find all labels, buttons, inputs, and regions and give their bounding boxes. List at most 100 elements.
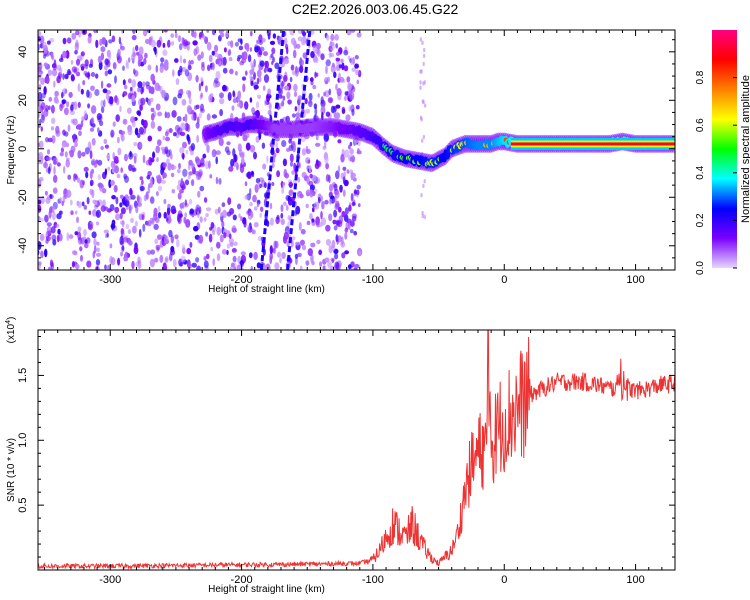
noise-speck	[281, 140, 287, 147]
colorbar-label: Normalized spectral amplitude	[740, 75, 750, 223]
noise-speck	[100, 80, 104, 89]
noise-speck	[419, 85, 422, 91]
noise-speck	[45, 76, 50, 84]
noise-speck	[170, 152, 173, 160]
noise-speck	[343, 179, 349, 187]
noise-speck	[206, 30, 210, 33]
noise-speck	[256, 69, 262, 78]
noise-speck	[71, 66, 77, 73]
noise-speck	[297, 95, 303, 101]
noise-speck	[222, 84, 227, 92]
noise-speck	[275, 141, 279, 150]
noise-speck	[310, 51, 315, 59]
noise-speck	[241, 52, 245, 61]
noise-speck	[346, 218, 352, 224]
noise-speck	[330, 33, 335, 42]
noise-speck	[120, 194, 124, 199]
noise-speck	[256, 77, 260, 85]
noise-speck	[278, 88, 283, 96]
noise-speck	[88, 63, 94, 68]
noise-speck	[231, 105, 235, 111]
noise-speck	[163, 198, 167, 205]
noise-speck	[80, 254, 83, 262]
noise-speck	[253, 222, 259, 228]
noise-speck	[305, 189, 311, 197]
noise-speck	[215, 70, 221, 80]
noise-speck	[137, 256, 141, 264]
noise-speck	[46, 156, 51, 161]
noise-speck	[130, 217, 134, 223]
noise-speck	[346, 30, 352, 36]
noise-speck	[188, 59, 192, 69]
noise-speck	[162, 162, 167, 168]
noise-speck	[298, 222, 302, 231]
noise-speck	[330, 245, 336, 252]
noise-speck	[190, 143, 196, 151]
noise-speck	[117, 48, 121, 58]
noise-speck	[240, 38, 243, 45]
noise-speck	[271, 47, 276, 55]
noise-speck	[358, 250, 362, 256]
noise-speck	[310, 184, 316, 191]
noise-speck	[131, 30, 136, 34]
noise-speck	[325, 34, 330, 41]
noise-speck	[344, 91, 349, 96]
noise-speck	[215, 176, 219, 185]
noise-speck	[211, 30, 216, 36]
noise-speck	[159, 65, 164, 73]
noise-speck	[350, 57, 354, 66]
noise-speck	[334, 261, 340, 270]
noise-speck	[77, 83, 81, 92]
noise-speck	[227, 197, 232, 206]
noise-speck	[196, 134, 200, 143]
noise-speck	[46, 222, 52, 227]
noise-speck	[249, 202, 253, 207]
noise-speck	[305, 108, 311, 114]
noise-speck	[116, 173, 121, 179]
noise-speck	[335, 60, 341, 66]
noise-speck	[138, 46, 144, 56]
noise-speck	[356, 79, 360, 85]
noise-speck	[65, 142, 70, 148]
noise-speck	[253, 206, 258, 211]
noise-speck	[176, 168, 181, 174]
noise-speck	[38, 151, 44, 160]
noise-speck	[80, 51, 85, 57]
noise-speck	[297, 103, 301, 113]
noise-speck	[130, 86, 133, 92]
noise-speck	[269, 245, 273, 255]
noise-speck	[256, 39, 260, 45]
noise-speck	[245, 70, 248, 76]
noise-speck	[104, 58, 109, 66]
noise-speck	[80, 88, 84, 95]
noise-speck	[323, 91, 326, 97]
noise-speck	[348, 105, 352, 112]
noise-speck	[91, 138, 96, 146]
noise-speck	[228, 233, 232, 239]
noise-speck	[251, 229, 256, 235]
snr-plot-area	[38, 330, 675, 570]
noise-speck	[223, 232, 227, 239]
noise-speck	[341, 236, 344, 245]
noise-speck	[261, 37, 266, 43]
noise-speck	[244, 181, 248, 187]
x-tick-label: -300	[99, 574, 121, 586]
noise-speck	[290, 64, 295, 71]
noise-speck	[61, 91, 64, 99]
y-multiplier-label: (x104)	[5, 317, 17, 344]
noise-speck	[272, 56, 275, 63]
noise-speck	[230, 158, 235, 167]
noise-speck	[244, 101, 249, 110]
noise-speck	[202, 153, 207, 159]
noise-speck	[139, 104, 143, 111]
noise-speck	[87, 103, 91, 109]
noise-speck	[240, 157, 245, 165]
noise-speck	[163, 211, 167, 219]
noise-speck	[422, 0, 424, 4]
noise-speck	[180, 255, 186, 263]
noise-speck	[74, 42, 80, 52]
noise-speck	[210, 246, 213, 252]
noise-speck	[89, 179, 94, 186]
noise-speck	[218, 178, 222, 185]
noise-speck	[96, 247, 100, 252]
